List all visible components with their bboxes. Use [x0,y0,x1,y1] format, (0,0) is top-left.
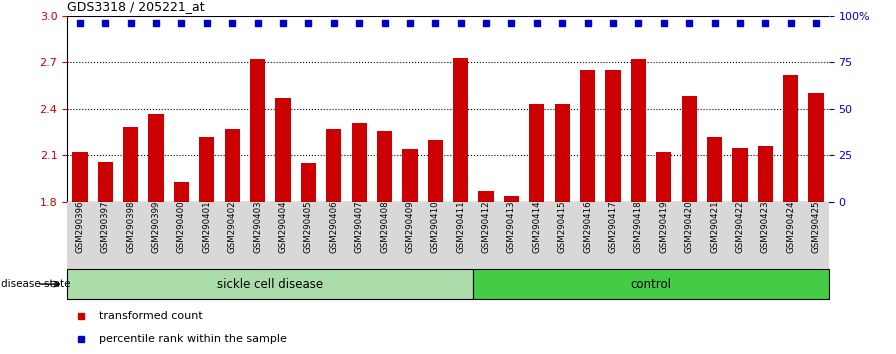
Bar [707,137,722,202]
Bar [225,129,240,202]
Bar [402,149,418,202]
Bar [504,195,519,202]
Bar [301,163,316,202]
Bar [351,123,366,202]
Bar [555,104,570,202]
Bar [530,104,545,202]
Text: control: control [631,278,672,291]
Bar [174,182,189,202]
Bar [275,98,290,202]
Bar [783,75,798,202]
Bar [478,191,494,202]
Text: percentile rank within the sample: percentile rank within the sample [99,334,287,344]
Bar [427,140,443,202]
Bar [199,137,214,202]
Bar [377,131,392,202]
Bar [453,58,469,202]
Bar [656,152,671,202]
Bar [631,59,646,202]
Bar [732,148,747,202]
Bar [67,269,473,299]
Bar [73,152,88,202]
Bar [580,70,595,202]
Text: GDS3318 / 205221_at: GDS3318 / 205221_at [67,0,205,13]
Bar [149,114,164,202]
Bar [606,70,621,202]
Bar [808,93,823,202]
Bar [326,129,341,202]
Bar [123,127,138,202]
Text: sickle cell disease: sickle cell disease [217,278,323,291]
Bar [98,161,113,202]
Bar [473,269,829,299]
Bar [250,59,265,202]
Bar [682,96,697,202]
Bar [758,146,773,202]
Text: disease state: disease state [1,279,71,289]
Text: transformed count: transformed count [99,311,202,321]
